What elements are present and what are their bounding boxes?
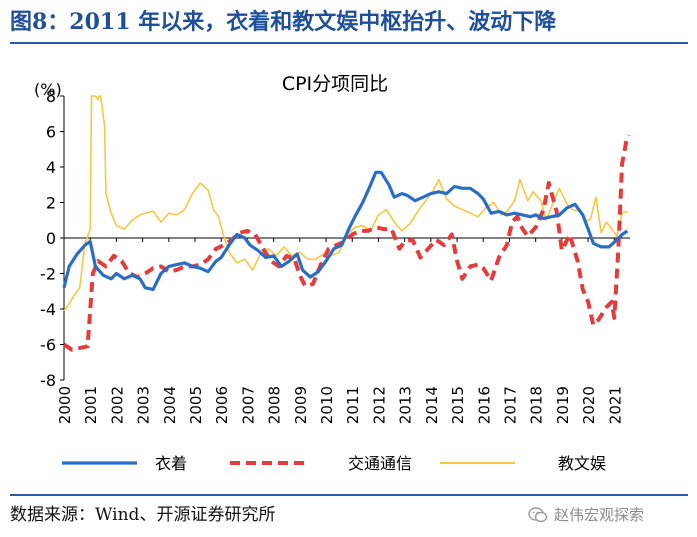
- legend-label-3: 教文娱: [558, 454, 606, 473]
- legend-label-1: 衣着: [155, 454, 187, 473]
- x-tick-label: 2015: [449, 386, 467, 424]
- y-axis-unit-label: (%): [34, 80, 62, 99]
- series-line-1: [62, 170, 629, 292]
- x-tick-label: 2017: [501, 386, 519, 424]
- top-rule: [10, 42, 688, 44]
- y-tick-label: -6: [40, 336, 56, 355]
- x-tick-label: 2004: [161, 386, 179, 424]
- y-tick-label: -8: [40, 371, 56, 390]
- y-tick-label: -4: [40, 300, 56, 319]
- x-tick-label: 2016: [475, 386, 493, 424]
- bottom-rule: [10, 494, 688, 496]
- x-tick-label: 2013: [397, 386, 415, 424]
- series-line-3: [63, 95, 628, 312]
- y-tick-label: -2: [40, 265, 56, 284]
- x-tick-label: 2021: [606, 386, 624, 424]
- x-tick-label: 2000: [56, 386, 74, 424]
- x-tick-label: 2019: [554, 386, 572, 424]
- x-tick-label: 2005: [187, 386, 205, 424]
- x-tick-label: 2012: [370, 386, 388, 424]
- x-tick-label: 2001: [82, 386, 100, 424]
- x-tick-label: 2007: [239, 386, 257, 424]
- x-tick-label: 2008: [266, 386, 284, 424]
- figure-title: 图8：2011 年以来，衣着和教文娱中枢抬升、波动下降: [10, 9, 557, 35]
- source-note: 数据来源：Wind、开源证券研究所: [10, 505, 276, 525]
- y-tick-label: 0: [46, 229, 56, 248]
- x-tick-label: 2006: [213, 386, 231, 424]
- chart-legend: 衣着 交通通信 教文娱: [62, 454, 606, 473]
- series-line-2: [62, 134, 631, 352]
- x-tick-label: 2002: [108, 386, 126, 424]
- x-tick-label: 2020: [580, 386, 598, 424]
- watermark-text: 赵伟宏观探索: [554, 506, 645, 524]
- x-tick-label: 2010: [318, 386, 336, 424]
- chart-title: CPI分项同比: [282, 73, 388, 95]
- x-tick-label: 2011: [344, 386, 362, 424]
- x-tick-label: 2009: [292, 386, 310, 424]
- y-tick-label: 8: [46, 87, 56, 106]
- x-tick-label: 2014: [423, 386, 441, 424]
- y-tick-label: 6: [46, 123, 56, 142]
- wechat-icon: [528, 507, 548, 523]
- watermark: 赵伟宏观探索: [528, 500, 644, 530]
- x-tick-label: 2003: [135, 386, 153, 424]
- x-tick-label: 2018: [528, 386, 546, 424]
- legend-label-2: 交通通信: [348, 454, 412, 473]
- y-tick-label: 2: [46, 194, 56, 213]
- y-tick-label: 4: [46, 158, 56, 177]
